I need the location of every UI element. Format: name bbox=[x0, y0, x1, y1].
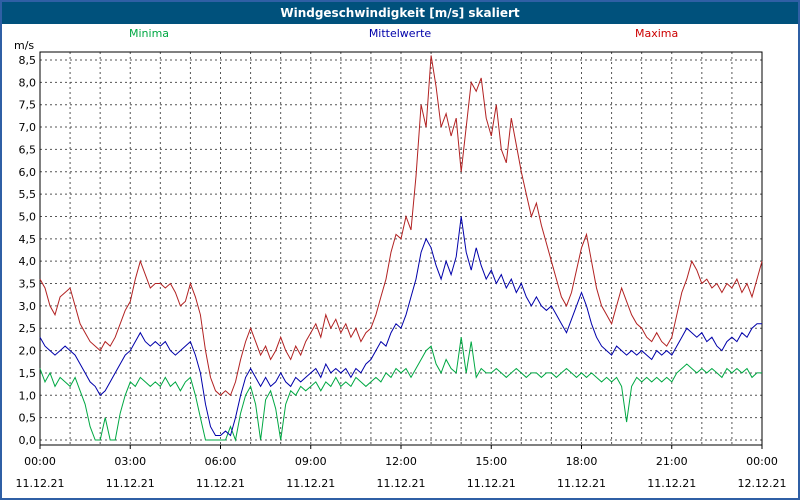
svg-text:11.12.21: 11.12.21 bbox=[286, 477, 335, 490]
svg-text:18:00: 18:00 bbox=[566, 455, 598, 468]
svg-text:21:00: 21:00 bbox=[656, 455, 688, 468]
svg-text:4,0: 4,0 bbox=[19, 255, 37, 268]
svg-text:09:00: 09:00 bbox=[295, 455, 327, 468]
svg-text:3,0: 3,0 bbox=[19, 300, 37, 313]
svg-text:2,0: 2,0 bbox=[19, 345, 37, 358]
svg-text:6,0: 6,0 bbox=[19, 166, 37, 179]
svg-text:11.12.21: 11.12.21 bbox=[647, 477, 696, 490]
svg-text:00:00: 00:00 bbox=[24, 455, 56, 468]
svg-text:03:00: 03:00 bbox=[114, 455, 146, 468]
svg-text:12.12.21: 12.12.21 bbox=[738, 477, 787, 490]
y-axis-unit-label: m/s bbox=[14, 39, 35, 52]
svg-text:12:00: 12:00 bbox=[385, 455, 417, 468]
legend-minima: Minima bbox=[129, 27, 170, 40]
svg-text:4,5: 4,5 bbox=[19, 233, 37, 246]
svg-text:11.12.21: 11.12.21 bbox=[106, 477, 155, 490]
svg-text:15:00: 15:00 bbox=[475, 455, 507, 468]
legend-mittelwerte: Mittelwerte bbox=[368, 27, 432, 40]
legend: Minima Mittelwerte Maxima bbox=[2, 27, 798, 43]
svg-text:11.12.21: 11.12.21 bbox=[467, 477, 516, 490]
svg-text:1,0: 1,0 bbox=[19, 389, 37, 402]
svg-text:7,5: 7,5 bbox=[19, 99, 37, 112]
svg-text:00:00: 00:00 bbox=[746, 455, 778, 468]
svg-text:11.12.21: 11.12.21 bbox=[377, 477, 426, 490]
svg-text:06:00: 06:00 bbox=[205, 455, 237, 468]
svg-text:8,5: 8,5 bbox=[19, 54, 37, 67]
svg-text:11.12.21: 11.12.21 bbox=[557, 477, 606, 490]
svg-text:1,5: 1,5 bbox=[19, 367, 37, 380]
svg-text:11.12.21: 11.12.21 bbox=[16, 477, 65, 490]
page-title: Windgeschwindigkeit [m/s] skaliert bbox=[280, 6, 520, 20]
svg-text:0,0: 0,0 bbox=[19, 434, 37, 447]
svg-text:8,0: 8,0 bbox=[19, 76, 37, 89]
svg-text:3,5: 3,5 bbox=[19, 278, 37, 291]
svg-text:5,0: 5,0 bbox=[19, 210, 37, 223]
svg-text:6,5: 6,5 bbox=[19, 143, 37, 156]
svg-text:5,5: 5,5 bbox=[19, 188, 37, 201]
legend-maxima: Maxima bbox=[635, 27, 679, 40]
svg-text:11.12.21: 11.12.21 bbox=[196, 477, 245, 490]
svg-text:7,0: 7,0 bbox=[19, 121, 37, 134]
title-bar: Windgeschwindigkeit [m/s] skaliert bbox=[2, 2, 798, 24]
svg-text:0,5: 0,5 bbox=[19, 412, 37, 425]
svg-text:2,5: 2,5 bbox=[19, 322, 37, 335]
